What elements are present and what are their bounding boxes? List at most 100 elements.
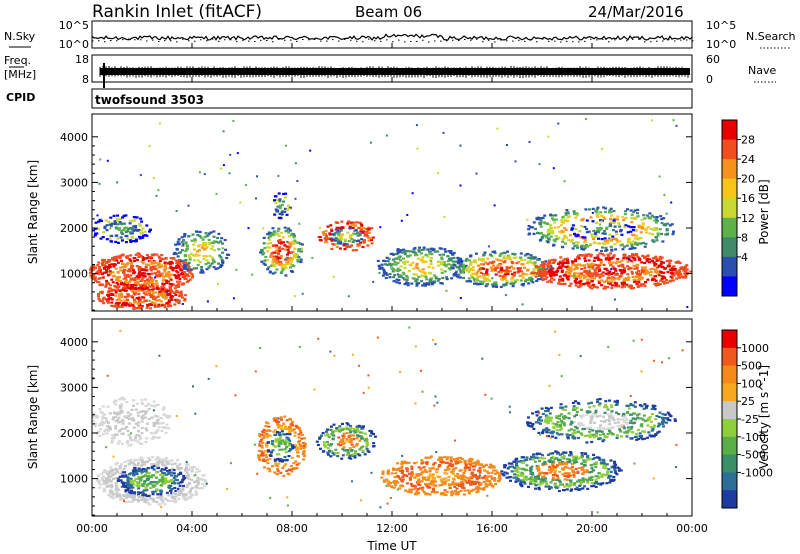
radar-cell (145, 489, 149, 492)
radar-cell (621, 265, 625, 268)
radar-cell (115, 302, 118, 305)
radar-cell (299, 250, 303, 253)
radar-cell (178, 277, 182, 280)
radar-cell (129, 479, 133, 482)
radar-cell (101, 417, 105, 420)
radar-cell (674, 270, 678, 273)
radar-cell (97, 220, 100, 223)
radar-cell (479, 263, 483, 266)
radar-cell (449, 250, 453, 253)
radar-cell (436, 468, 439, 471)
radar-cell (394, 257, 398, 260)
radar-cell (94, 266, 97, 270)
radar-cell (114, 240, 118, 243)
radar-cell (601, 271, 605, 274)
radar-cell (400, 251, 404, 254)
radar-cell (116, 303, 120, 306)
radar-cell (414, 280, 418, 283)
radar-cell (265, 429, 269, 432)
radar-cell (488, 253, 492, 256)
radar-cell (592, 241, 596, 244)
radar-cell (122, 287, 125, 290)
radar-cell (177, 238, 181, 241)
radar-cell (138, 298, 142, 301)
radar-cell (610, 287, 614, 290)
radar-cell (341, 448, 345, 451)
radar-cell (401, 276, 405, 280)
radar-cell (638, 257, 641, 260)
radar-cell-sparse (239, 201, 242, 204)
radar-cell (422, 261, 425, 264)
radar-cell (346, 428, 350, 431)
radar-cell (542, 265, 546, 268)
radar-cell (335, 231, 339, 234)
radar-cell (571, 263, 575, 266)
radar-cell (280, 418, 283, 421)
radar-cell (335, 427, 339, 430)
radar-cell (622, 279, 626, 283)
radar-cell (585, 270, 589, 273)
radar-cell (405, 281, 408, 284)
radar-cell (147, 407, 151, 410)
radar-cell (129, 219, 133, 222)
radar-cell (112, 493, 116, 496)
radar-cell (275, 417, 279, 420)
radar-cell (293, 247, 297, 250)
radar-cell (212, 240, 216, 243)
radar-cell (614, 248, 618, 251)
radar-cell (186, 475, 190, 478)
radar-cell (405, 467, 408, 470)
radar-cell (417, 492, 421, 495)
radar-cell (118, 495, 122, 498)
radar-cell (168, 469, 172, 472)
radar-cell (210, 262, 214, 265)
radar-cell (637, 277, 641, 280)
radar-cell (530, 279, 533, 282)
radar-cell (422, 248, 426, 251)
radar-cell (226, 253, 229, 256)
radar-cell (280, 425, 284, 428)
radar-cell (287, 227, 291, 230)
radar-cell (348, 235, 352, 238)
radar-cell (291, 270, 295, 273)
radar-cell (140, 442, 144, 445)
radar-cell (150, 294, 154, 297)
radar-cell (443, 263, 447, 266)
radar-cell (132, 216, 136, 219)
radar-cell (576, 267, 580, 270)
colorbar-tick-label: 28 (741, 134, 755, 147)
radar-cell (272, 244, 276, 247)
radar-cell (262, 428, 266, 431)
radar-cell (435, 491, 439, 494)
radar-cell (158, 259, 162, 262)
radar-cell (650, 214, 654, 217)
radar-cell (635, 267, 639, 270)
radar-cell (207, 232, 211, 235)
radar-cell (450, 277, 454, 280)
radar-cell (192, 254, 195, 257)
radar-cell (104, 477, 108, 480)
radar-cell (125, 281, 129, 284)
radar-cell (130, 408, 134, 411)
station-title: Rankin Inlet (fitACF) (92, 2, 262, 22)
radar-cell (439, 261, 443, 264)
radar-cell (595, 267, 599, 270)
radar-cell (369, 434, 373, 437)
radar-cell (684, 276, 688, 279)
radar-cell (335, 428, 339, 431)
radar-cell (297, 248, 301, 251)
radar-cell (662, 217, 666, 220)
radar-cell (671, 279, 675, 282)
radar-cell (128, 231, 132, 234)
radar-cell (450, 490, 454, 493)
radar-cell (192, 259, 196, 262)
radar-cell (352, 221, 356, 224)
radar-cell (205, 259, 209, 262)
radar-cell (599, 258, 603, 262)
radar-cell (99, 237, 103, 240)
radar-cell (332, 423, 336, 426)
radar-cell (405, 276, 409, 279)
radar-cell (165, 473, 169, 476)
radar-cell (153, 436, 157, 439)
radar-cell (397, 279, 401, 282)
